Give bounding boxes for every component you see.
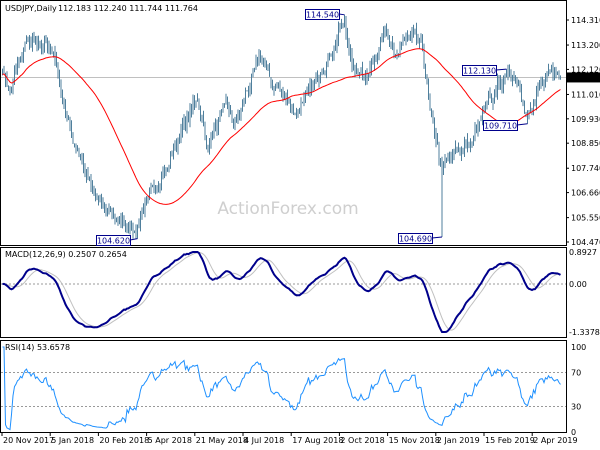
annotation-connector [495, 68, 507, 71]
date-tick-label: 20 Feb 2018 [99, 436, 149, 445]
rsi-label: RSI(14) 53.6578 [5, 343, 70, 352]
date-tick-label: 21 May 2018 [196, 436, 248, 445]
macd-tick-label: 0.8927 [569, 248, 597, 257]
rsi-tick-label: 0 [571, 428, 576, 437]
ohlc-readout: 112.183 112.240 111.744 111.764 [58, 4, 198, 13]
date-tick-label: 15 Nov 2018 [389, 436, 440, 445]
macd-label: MACD(12,26,9) 0.2507 0.2654 [5, 250, 127, 259]
price-tick-label: 105.550 [571, 214, 600, 223]
annotation-label: 104.620 [97, 237, 130, 246]
date-tick-label: 5 Jan 2018 [51, 436, 94, 445]
rsi-tick-label: 100 [571, 343, 586, 352]
watermark: ActionForex.com [217, 199, 358, 219]
price-tick-label: 114.310 [571, 16, 600, 25]
annotation-box [398, 233, 433, 244]
date-tick-label: 4 Jul 2018 [244, 436, 284, 445]
price-tick-label: 108.850 [571, 139, 600, 148]
price-panel [0, 0, 567, 246]
macd-tick-label: -1.3378 [569, 328, 600, 337]
macd-signal-line [2, 252, 561, 331]
annotation-connector [129, 238, 138, 241]
rsi-tick-label: 30 [571, 403, 581, 412]
rsi-line [2, 346, 561, 431]
price-annotation: 112.130 [462, 65, 507, 76]
price-tick-label: 104.470 [571, 238, 600, 247]
macd-main-line [2, 251, 561, 333]
date-tick-label: 17 Aug 2018 [292, 436, 343, 445]
current-price-label: 111.764 [569, 73, 600, 82]
price-annotation: 114.540 [305, 9, 345, 20]
rsi-tick-label: 70 [571, 369, 581, 378]
price-annotation: 104.620 [96, 235, 138, 246]
macd-tick-label: 0.00 [569, 280, 587, 289]
chart-title: USDJPY,Daily [5, 4, 57, 13]
price-tick-label: 112.120 [571, 65, 600, 74]
annotation-label: 109.710 [484, 122, 517, 131]
annotation-label: 112.130 [463, 67, 496, 76]
current-price-box [567, 72, 600, 83]
price-tick-label: 107.740 [571, 164, 600, 173]
annotation-box [305, 9, 340, 20]
annotation-box [462, 65, 497, 76]
price-tick-label: 111.010 [571, 90, 600, 99]
annotation-label: 114.540 [306, 11, 339, 20]
annotation-connector [431, 236, 443, 239]
date-tick-label: 20 Nov 2017 [3, 436, 54, 445]
annotation-box [96, 235, 131, 246]
rsi-panel [0, 340, 567, 433]
price-tick-label: 109.930 [571, 115, 600, 124]
price-tick-label: 113.200 [571, 41, 600, 50]
date-tick-label: 15 Feb 2019 [485, 436, 535, 445]
date-tick-label: 2 Apr 2019 [533, 436, 577, 445]
price-annotation: 109.710 [483, 120, 528, 131]
date-tick-label: 2 Oct 2018 [340, 436, 384, 445]
annotation-label: 104.690 [399, 235, 432, 244]
price-tick-label: 106.660 [571, 189, 600, 198]
date-tick-label: 5 Apr 2018 [148, 436, 192, 445]
annotation-connector [516, 123, 528, 126]
moving-average-line [2, 48, 561, 205]
annotation-box [483, 120, 518, 131]
macd-panel [0, 247, 567, 338]
price-annotation: 104.690 [398, 233, 443, 244]
date-tick-label: 2 Jan 2019 [437, 436, 480, 445]
